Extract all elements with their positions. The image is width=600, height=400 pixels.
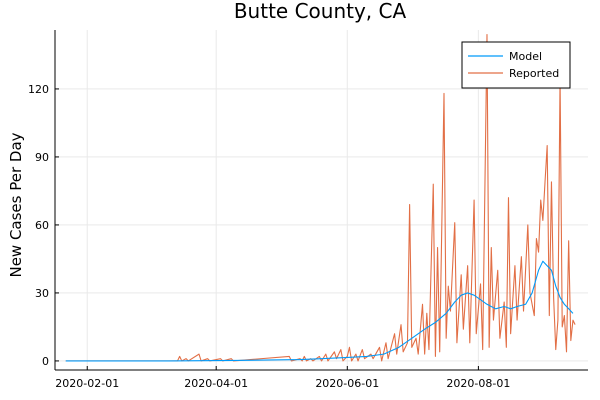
legend-label-model: Model [509, 50, 542, 63]
series-line-model [65, 260, 574, 362]
legend: Model Reported [461, 41, 571, 89]
series-line-reported [65, 33, 576, 362]
series-layer [65, 33, 576, 362]
legend-label-reported: Reported [509, 67, 559, 80]
y-tick-label: 60 [35, 219, 49, 232]
chart-title: Butte County, CA [234, 0, 407, 23]
y-ticks: 0 30 60 90 120 [28, 83, 59, 368]
y-tick-label: 0 [42, 355, 49, 368]
legend-box [461, 41, 571, 89]
y-axis-label: New Cases Per Day [7, 132, 25, 277]
x-tick-label: 2020-08-01 [446, 377, 510, 390]
x-tick-label: 2020-02-01 [55, 377, 119, 390]
y-tick-label: 30 [35, 287, 49, 300]
x-ticks: 2020-02-01 2020-04-01 2020-06-01 2020-08-01 [55, 366, 510, 390]
y-tick-label: 120 [28, 83, 49, 96]
x-tick-label: 2020-04-01 [184, 377, 248, 390]
x-tick-label: 2020-06-01 [315, 377, 379, 390]
y-tick-label: 90 [35, 151, 49, 164]
